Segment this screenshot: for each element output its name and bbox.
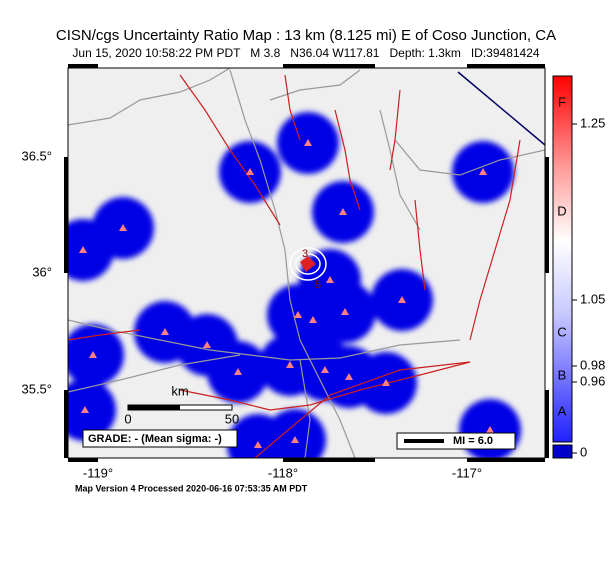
station: [203, 341, 211, 348]
station: [382, 379, 390, 386]
colorbar-letter: B: [558, 367, 567, 382]
footer: Map Version 4 Processed 2020-06-16 07:53…: [75, 483, 308, 493]
station: [321, 366, 329, 373]
mi-box: [396, 432, 516, 450]
lat-label: 36°: [32, 264, 52, 279]
station: [291, 436, 299, 443]
station: [119, 224, 127, 231]
station: [161, 328, 169, 335]
coverage-circle: [227, 414, 289, 458]
colorbar-value: 0.96: [580, 373, 605, 388]
colorbar-value: 0: [580, 444, 587, 459]
scale-start: 0: [124, 411, 131, 426]
station: [304, 139, 312, 146]
stations: [79, 139, 494, 448]
scale-unit: km: [171, 383, 188, 398]
station: [341, 308, 349, 315]
station: [345, 373, 353, 380]
faults: [68, 74, 521, 458]
map-layer: [68, 68, 545, 458]
mi-legend: MI = 6.0: [453, 435, 493, 447]
station: [234, 368, 242, 375]
colorbar-value: 0.98: [580, 357, 605, 372]
contour-label: 5: [315, 279, 321, 291]
colorbar-letter: F: [558, 94, 566, 109]
roads: [68, 68, 545, 458]
coverage-circle: [68, 379, 116, 441]
title: CISN/cgs Uncertainty Ratio Map : 13 km (…: [56, 27, 556, 44]
frame-ticks: [64, 64, 549, 462]
colorbar-letter: D: [557, 203, 566, 218]
scale-bar: km 0 50: [124, 383, 239, 426]
station: [486, 426, 494, 433]
colorbar-letter: A: [558, 403, 567, 418]
station: [309, 316, 317, 323]
station: [339, 208, 347, 215]
colorbar-labels: F D C B A 1.25 1.05 0.980.96 0: [557, 94, 605, 459]
station: [286, 361, 294, 368]
station: [254, 441, 262, 448]
boundary: [457, 71, 545, 146]
mi-bar: [404, 439, 444, 443]
station: [81, 406, 89, 413]
epicenter-zone: [300, 256, 316, 272]
station: [398, 296, 406, 303]
contours: [289, 247, 327, 281]
coverage-circle: [68, 219, 114, 281]
lat-label: 35.5°: [21, 381, 52, 396]
colorbar-letter: C: [557, 324, 566, 339]
station: [479, 168, 487, 175]
grade: GRADE: - (Mean sigma: -): [88, 433, 222, 445]
grade-box: [82, 429, 238, 448]
lat-label: 36.5°: [21, 148, 52, 163]
station: [79, 246, 87, 253]
colorbar-value: 1.05: [580, 291, 605, 306]
station: [294, 311, 302, 318]
scale-end: 50: [225, 411, 239, 426]
station: [89, 351, 97, 358]
station: [246, 168, 254, 175]
lon-label: -117°: [452, 465, 482, 480]
colorbar-low: [552, 444, 573, 459]
lon-label: -119°: [83, 465, 113, 480]
station: [326, 276, 334, 283]
colorbar-value: 1.25: [580, 115, 605, 130]
subtitle: Jun 15, 2020 10:58:22 PM PDT M 3.8 N36.0…: [72, 46, 539, 60]
coverage-circle: [68, 324, 124, 386]
contour-label: 3: [302, 248, 308, 260]
colorbar: [552, 75, 573, 443]
lon-label: -118°: [268, 465, 298, 480]
